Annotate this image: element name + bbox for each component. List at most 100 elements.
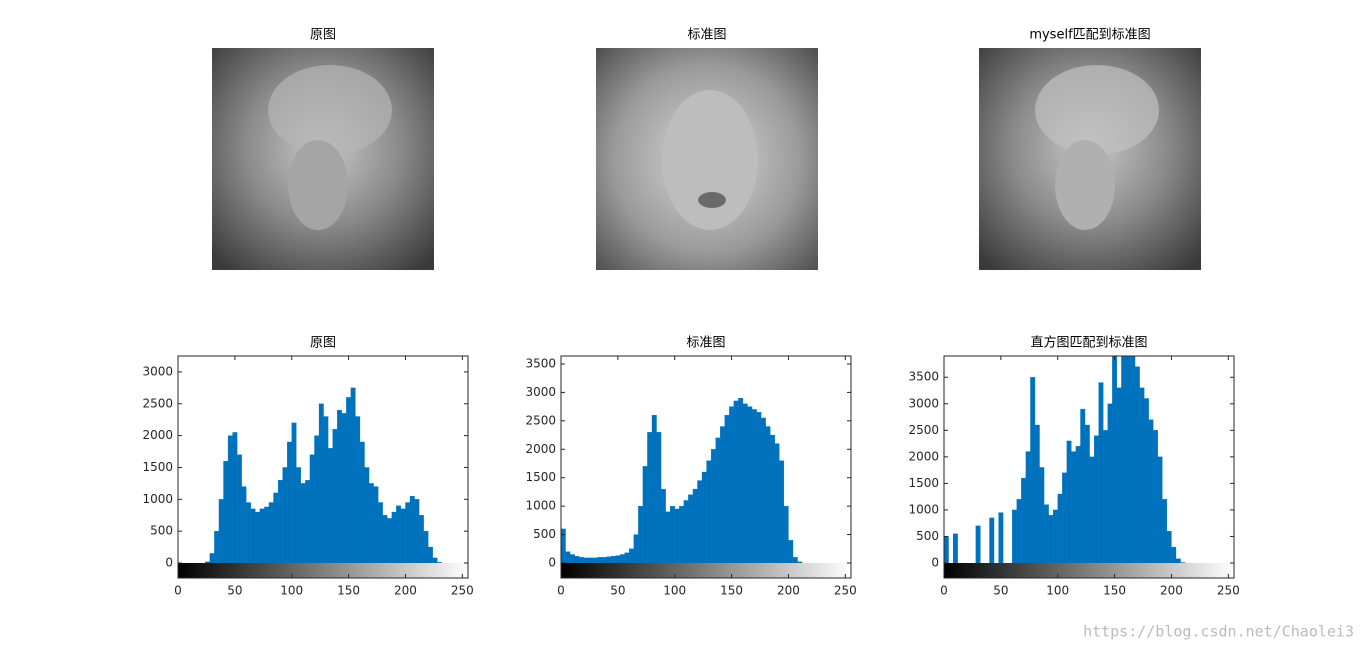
image-detail bbox=[1035, 65, 1159, 155]
bar bbox=[761, 417, 766, 564]
bar bbox=[341, 413, 347, 564]
bar bbox=[1112, 355, 1118, 564]
bar bbox=[670, 505, 675, 564]
y-tick-label: 500 bbox=[916, 529, 939, 543]
bar bbox=[1016, 499, 1022, 564]
x-tick-label: 0 bbox=[940, 584, 948, 598]
bar bbox=[633, 534, 639, 564]
bar bbox=[1012, 509, 1017, 564]
bar bbox=[1171, 546, 1177, 564]
bar bbox=[738, 397, 744, 564]
bar bbox=[1021, 477, 1027, 564]
bar bbox=[733, 400, 739, 564]
y-tick-label: 2000 bbox=[525, 442, 556, 456]
bar bbox=[1034, 424, 1040, 564]
bar bbox=[268, 502, 274, 564]
bar bbox=[683, 500, 689, 564]
bar bbox=[779, 460, 785, 564]
bar bbox=[1053, 509, 1058, 564]
bar bbox=[214, 531, 220, 564]
bar bbox=[1075, 446, 1081, 564]
bar bbox=[1093, 435, 1099, 564]
x-tick-label: 250 bbox=[834, 584, 857, 598]
bar bbox=[592, 557, 598, 564]
image-title: myself匹配到标准图 bbox=[1029, 28, 1150, 43]
bar bbox=[569, 554, 575, 564]
bar bbox=[314, 435, 320, 564]
bar bbox=[291, 422, 297, 564]
bar bbox=[606, 556, 612, 564]
x-tick-label: 200 bbox=[1160, 584, 1183, 598]
bar bbox=[1139, 387, 1145, 564]
bar bbox=[697, 480, 703, 564]
bar bbox=[309, 454, 315, 564]
bar bbox=[642, 466, 648, 564]
y-tick-label: 1000 bbox=[525, 499, 556, 513]
bar bbox=[574, 556, 580, 564]
bar bbox=[783, 505, 789, 564]
y-tick-label: 3500 bbox=[908, 370, 939, 384]
bar bbox=[232, 432, 238, 564]
bar bbox=[282, 467, 288, 564]
bar bbox=[332, 429, 338, 564]
bar bbox=[647, 432, 653, 564]
bar bbox=[710, 449, 716, 564]
bar bbox=[1180, 562, 1186, 564]
x-tick-label: 250 bbox=[451, 584, 474, 598]
bar bbox=[405, 502, 411, 564]
bar bbox=[337, 409, 342, 564]
y-tick-label: 3000 bbox=[908, 396, 939, 410]
bar bbox=[629, 548, 634, 564]
bar bbox=[387, 518, 392, 564]
bar bbox=[579, 557, 584, 564]
bar bbox=[583, 557, 589, 564]
image-detail bbox=[288, 140, 348, 230]
colorbar bbox=[944, 563, 1234, 578]
bar bbox=[615, 555, 621, 564]
bar bbox=[1030, 377, 1036, 564]
bar bbox=[715, 437, 721, 564]
image-detail bbox=[698, 192, 726, 208]
x-tick-label: 150 bbox=[337, 584, 360, 598]
bar bbox=[296, 467, 301, 564]
bar bbox=[1175, 558, 1181, 564]
y-tick-label: 0 bbox=[931, 556, 939, 570]
bar bbox=[1121, 355, 1127, 564]
bar bbox=[409, 495, 415, 564]
bar bbox=[1125, 355, 1131, 564]
bar bbox=[638, 505, 644, 564]
image-detail bbox=[662, 90, 758, 230]
y-tick-label: 2500 bbox=[525, 413, 556, 427]
bar bbox=[1098, 382, 1104, 564]
bar bbox=[246, 502, 251, 564]
bar bbox=[724, 414, 730, 564]
bar bbox=[355, 416, 361, 564]
y-tick-label: 0 bbox=[548, 556, 556, 570]
x-tick-label: 50 bbox=[993, 584, 1008, 598]
bar bbox=[742, 403, 748, 564]
bar bbox=[765, 426, 771, 564]
plot-frame bbox=[943, 355, 1235, 579]
bar bbox=[432, 557, 438, 564]
y-tick-label: 1500 bbox=[525, 470, 556, 484]
bar bbox=[1048, 515, 1054, 564]
bar bbox=[218, 499, 224, 564]
bar bbox=[277, 480, 283, 564]
y-tick-label: 1000 bbox=[142, 492, 173, 506]
histogram-panel: 直方图匹配到标准图 0 500 1000 1500 2000 2500 3000 3500 0 50… bbox=[908, 335, 1239, 598]
x-tick-label: 150 bbox=[720, 584, 743, 598]
bar bbox=[1148, 419, 1154, 564]
bar bbox=[1157, 456, 1163, 564]
bar bbox=[423, 531, 429, 564]
x-tick-label: 50 bbox=[610, 584, 625, 598]
bar bbox=[692, 488, 698, 564]
y-tick-label: 2500 bbox=[142, 396, 173, 410]
bar bbox=[400, 508, 406, 564]
bar bbox=[1039, 467, 1045, 564]
bar bbox=[428, 546, 433, 564]
bar bbox=[1134, 366, 1140, 564]
x-tick-label: 100 bbox=[663, 584, 686, 598]
bar bbox=[205, 561, 210, 564]
bar bbox=[624, 552, 630, 564]
